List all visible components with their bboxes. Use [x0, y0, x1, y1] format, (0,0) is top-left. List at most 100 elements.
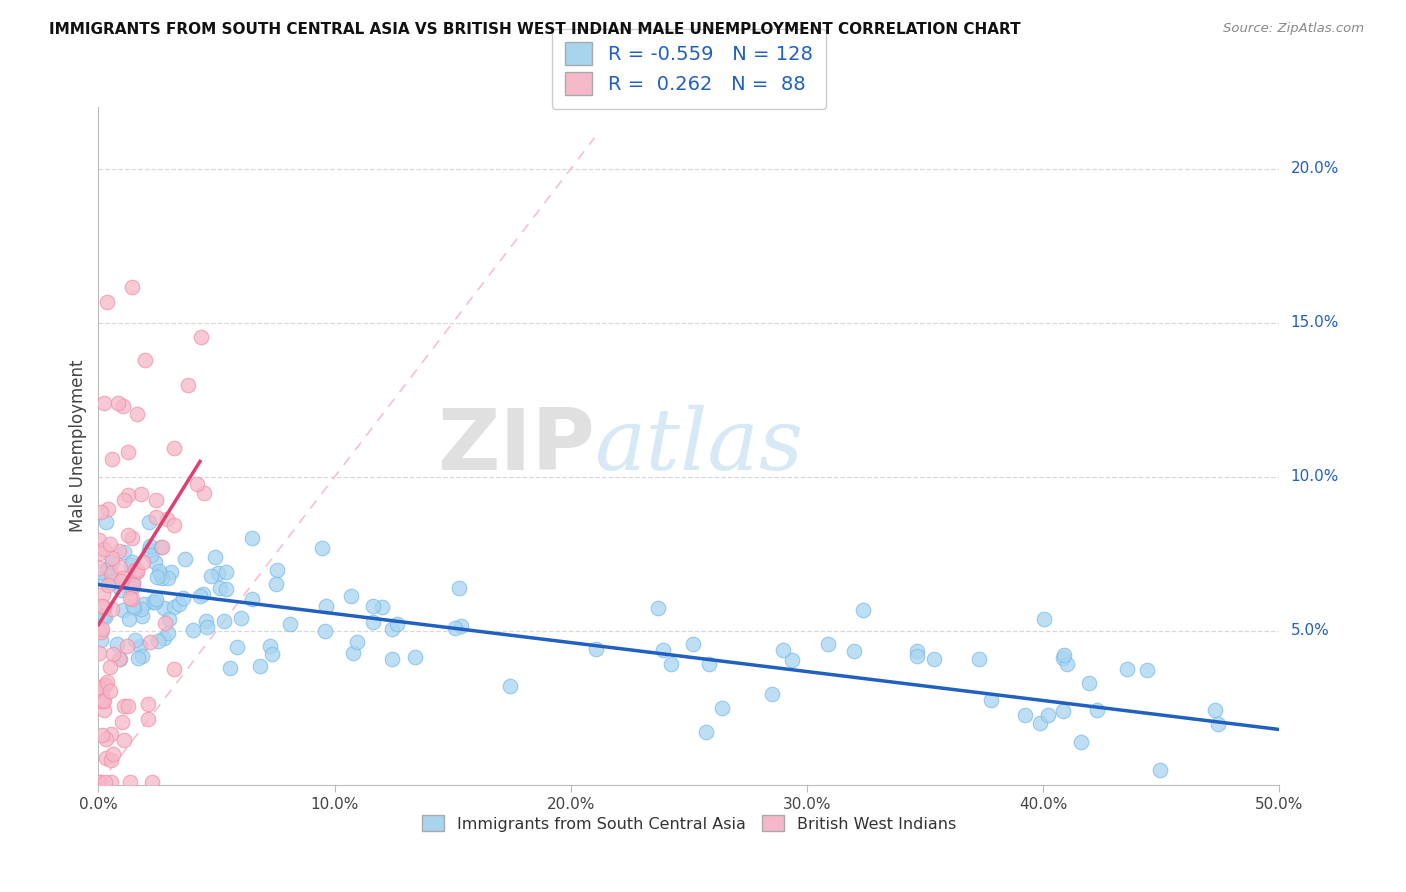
- Point: [90, 624, 112, 639]
- Point: [112, 545, 135, 559]
- Point: [121, 591, 143, 606]
- Point: [101, 551, 124, 566]
- Point: [138, 515, 160, 529]
- Point: [443, 621, 465, 635]
- Legend: Immigrants from South Central Asia, British West Indians: Immigrants from South Central Asia, Brit…: [415, 809, 963, 838]
- Point: [190, 330, 212, 344]
- Point: [218, 661, 240, 675]
- Point: [215, 565, 238, 579]
- Point: [118, 591, 141, 605]
- Point: [101, 574, 124, 589]
- Point: [1052, 651, 1074, 665]
- Y-axis label: Male Unemployment: Male Unemployment: [69, 359, 87, 533]
- Text: IMMIGRANTS FROM SOUTH CENTRAL ASIA VS BRITISH WEST INDIAN MALE UNEMPLOYMENT CORR: IMMIGRANTS FROM SOUTH CENTRAL ASIA VS BR…: [49, 22, 1021, 37]
- Text: ZIP: ZIP: [437, 404, 595, 488]
- Point: [149, 566, 172, 581]
- Text: Source: ZipAtlas.com: Source: ZipAtlas.com: [1223, 22, 1364, 36]
- Point: [87, 561, 110, 575]
- Point: [146, 570, 169, 584]
- Text: 10.0%: 10.0%: [1291, 469, 1339, 484]
- Point: [340, 589, 363, 603]
- Point: [1116, 663, 1139, 677]
- Point: [139, 634, 162, 648]
- Point: [96, 295, 118, 310]
- Point: [167, 597, 190, 611]
- Point: [447, 581, 470, 595]
- Point: [93, 599, 115, 614]
- Point: [450, 619, 472, 633]
- Point: [121, 280, 143, 294]
- Point: [138, 697, 160, 711]
- Point: [90, 694, 112, 708]
- Point: [157, 571, 180, 585]
- Point: [90, 727, 112, 741]
- Point: [93, 677, 115, 691]
- Point: [177, 378, 200, 392]
- Point: [659, 657, 682, 671]
- Text: 20.0%: 20.0%: [1291, 161, 1339, 176]
- Point: [125, 563, 148, 577]
- Point: [112, 603, 135, 617]
- Point: [585, 642, 607, 657]
- Point: [1204, 703, 1226, 717]
- Point: [93, 694, 115, 708]
- Point: [90, 622, 112, 636]
- Point: [174, 552, 197, 566]
- Point: [1052, 648, 1074, 662]
- Point: [97, 502, 120, 516]
- Point: [90, 505, 112, 519]
- Point: [91, 599, 114, 613]
- Point: [105, 637, 128, 651]
- Point: [94, 678, 117, 692]
- Point: [905, 644, 928, 658]
- Point: [143, 556, 166, 570]
- Point: [107, 396, 129, 410]
- Text: atlas: atlas: [595, 405, 804, 487]
- Point: [131, 602, 153, 616]
- Point: [100, 659, 122, 673]
- Point: [163, 441, 186, 455]
- Point: [93, 542, 115, 557]
- Point: [1069, 735, 1091, 749]
- Point: [122, 599, 145, 614]
- Point: [361, 615, 384, 629]
- Point: [90, 565, 112, 579]
- Point: [89, 775, 111, 789]
- Point: [117, 580, 139, 594]
- Point: [922, 652, 945, 666]
- Point: [1149, 763, 1171, 777]
- Point: [204, 550, 226, 565]
- Point: [240, 531, 263, 545]
- Point: [98, 684, 121, 698]
- Point: [193, 486, 215, 500]
- Point: [1078, 676, 1101, 690]
- Point: [131, 649, 153, 664]
- Point: [249, 658, 271, 673]
- Point: [212, 615, 235, 629]
- Point: [278, 616, 301, 631]
- Point: [101, 572, 124, 586]
- Point: [121, 581, 143, 595]
- Point: [1085, 703, 1108, 717]
- Point: [122, 578, 145, 592]
- Point: [110, 583, 132, 598]
- Point: [87, 681, 110, 695]
- Point: [94, 515, 117, 529]
- Point: [100, 753, 122, 767]
- Point: [132, 598, 155, 612]
- Point: [851, 603, 873, 617]
- Point: [314, 624, 336, 638]
- Point: [108, 652, 131, 666]
- Point: [404, 649, 426, 664]
- Point: [129, 487, 152, 501]
- Point: [259, 640, 281, 654]
- Point: [121, 555, 143, 569]
- Point: [97, 578, 120, 592]
- Text: 15.0%: 15.0%: [1291, 315, 1339, 330]
- Point: [93, 775, 115, 789]
- Point: [112, 492, 135, 507]
- Point: [695, 725, 717, 739]
- Point: [117, 699, 139, 714]
- Point: [89, 546, 111, 560]
- Point: [127, 651, 149, 665]
